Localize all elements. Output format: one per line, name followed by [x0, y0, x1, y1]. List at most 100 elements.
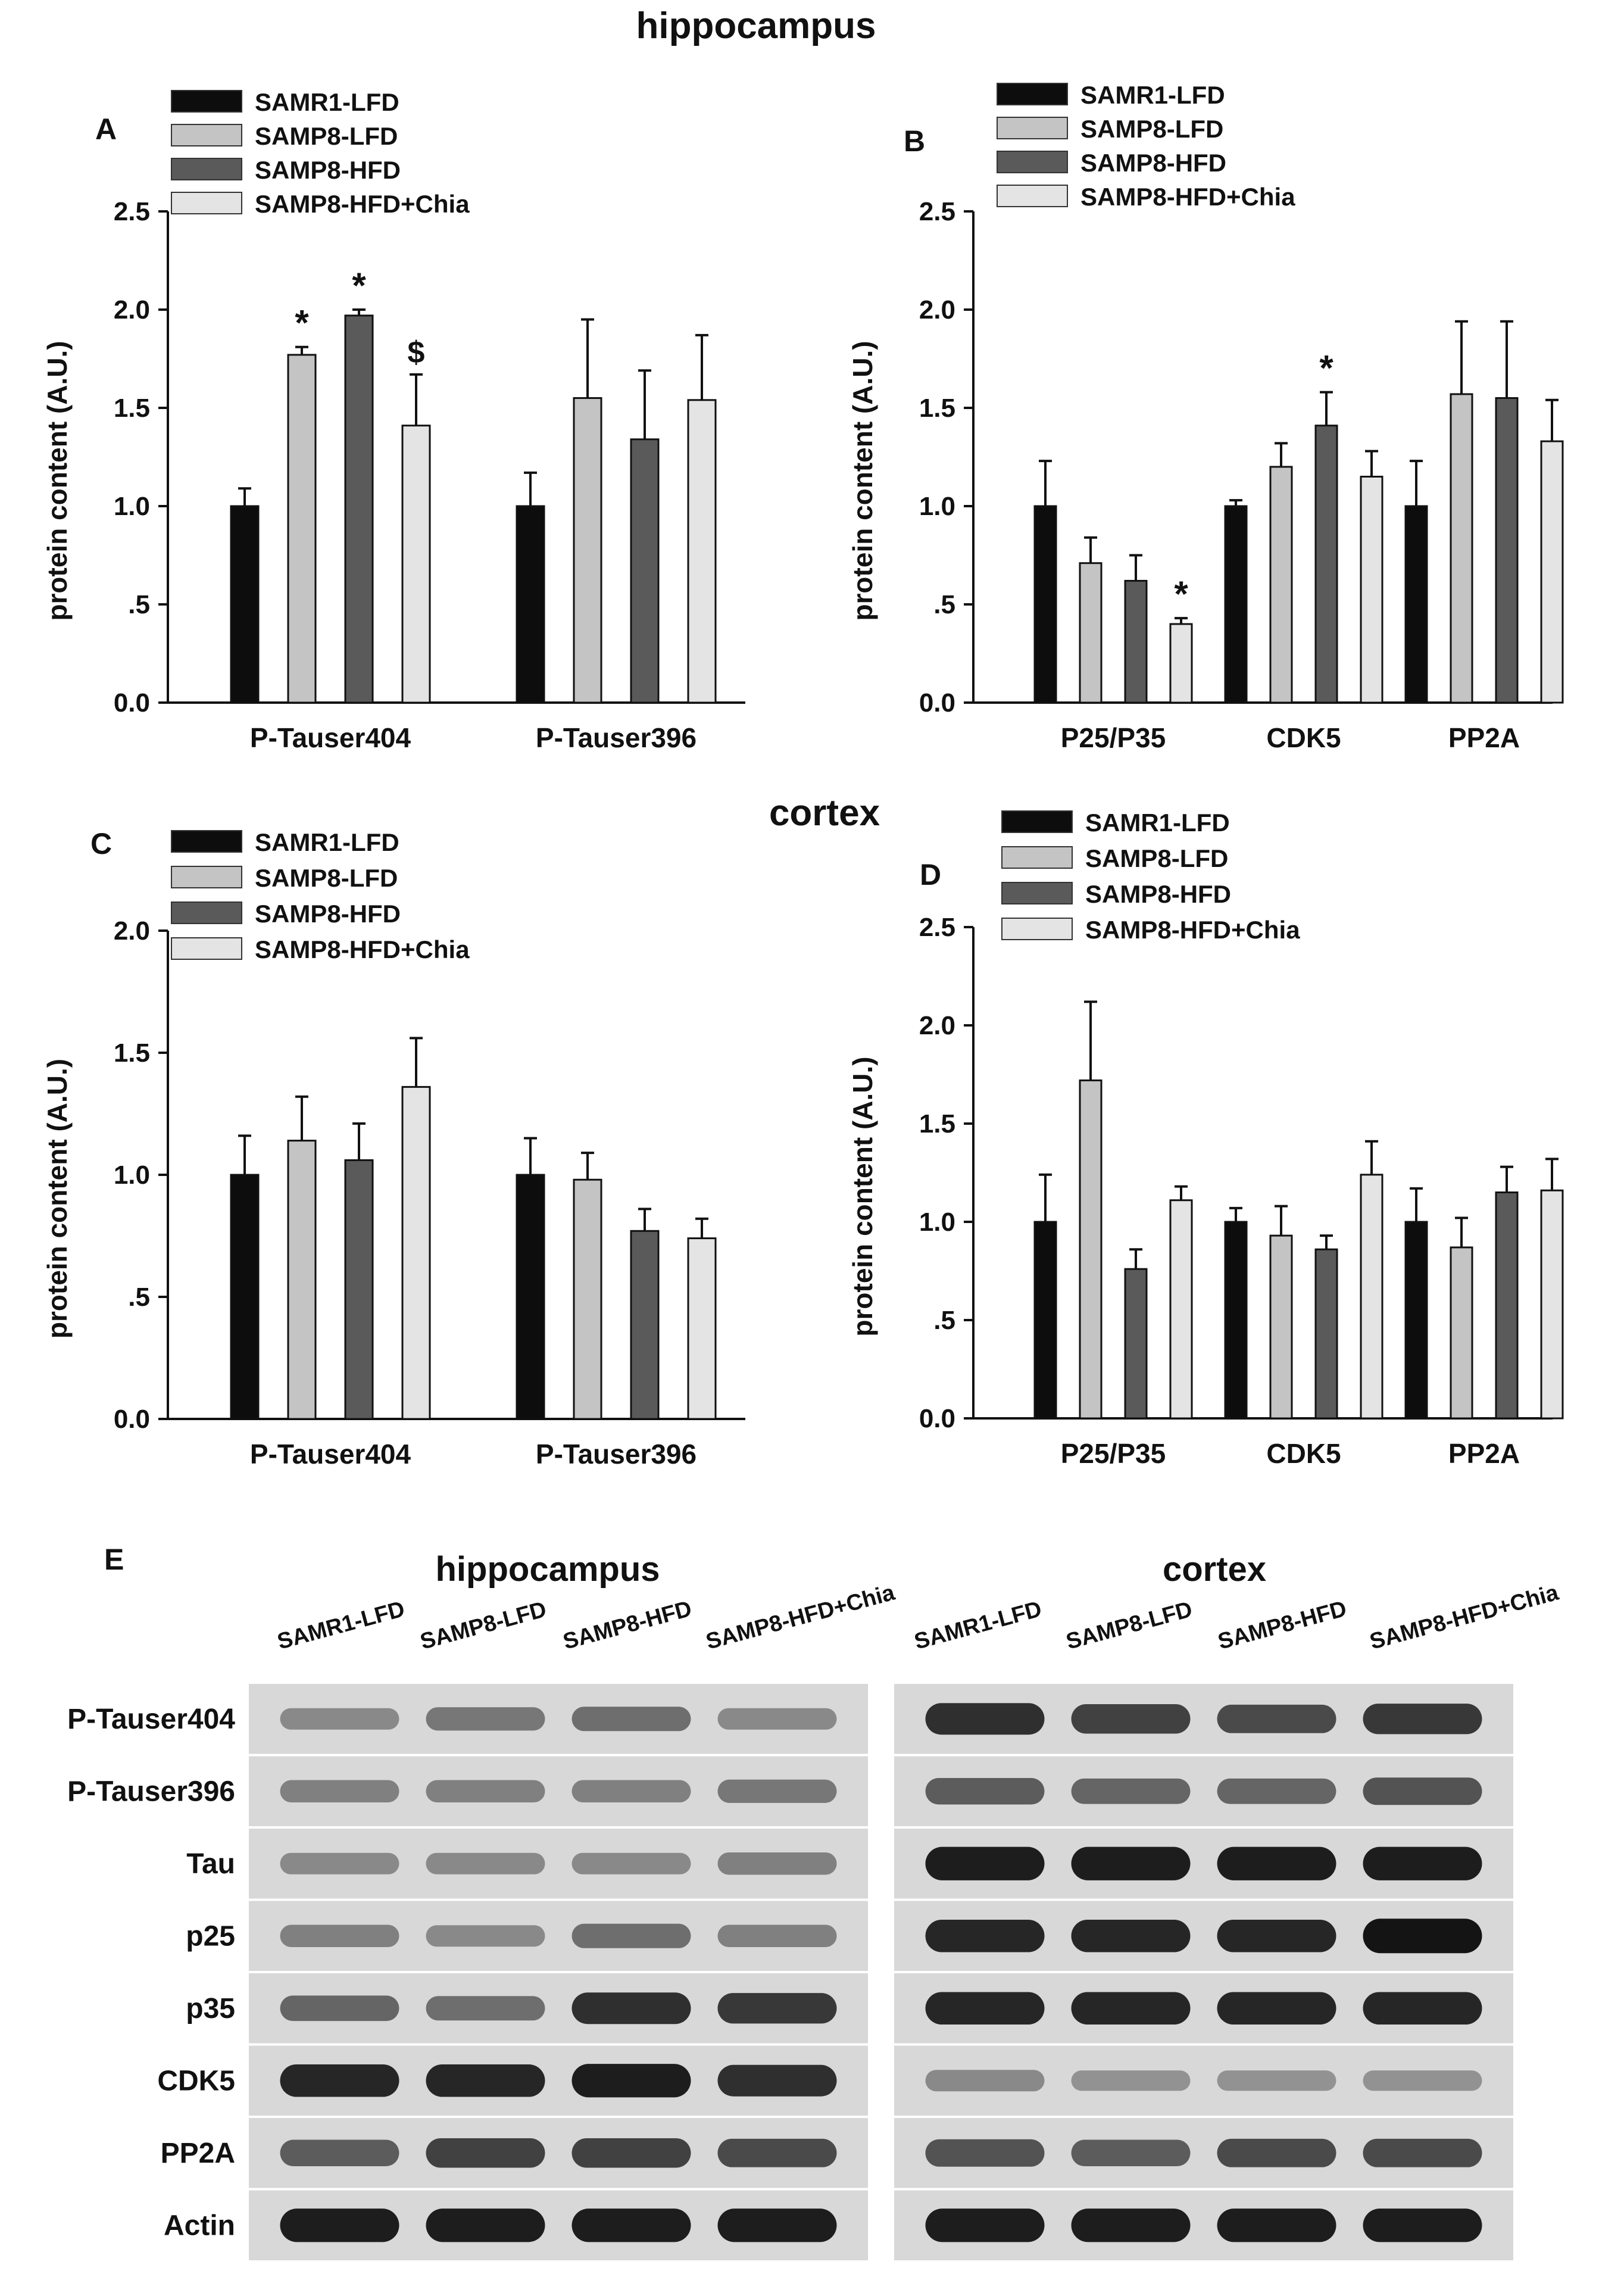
blot-lane-label: SAMP8-HFD — [1215, 1596, 1349, 1655]
blot-band — [717, 1708, 837, 1730]
blot-band — [925, 2070, 1045, 2092]
blot-row-label: p25 — [186, 1920, 235, 1952]
blot-lane-label: SAMP8-HFD+Chia — [703, 1580, 898, 1654]
significance-marker: * — [1319, 348, 1333, 388]
blot-band — [717, 1924, 837, 1948]
y-tick-label: 0.0 — [919, 688, 955, 718]
significance-marker: * — [1174, 574, 1188, 614]
blot-band — [1071, 1992, 1191, 2025]
legend-label: SAMP8-HFD+Chia — [255, 935, 470, 963]
blot-band — [1071, 1778, 1191, 1804]
bar — [1540, 440, 1564, 704]
bar — [687, 1237, 717, 1420]
blot-band — [717, 1993, 837, 2024]
bar — [1495, 397, 1519, 704]
bar — [1404, 505, 1428, 704]
panel-label-b: B — [904, 124, 926, 158]
y-axis-label: protein content (A.U.) — [847, 341, 878, 620]
x-tick-label: P-Tauser396 — [536, 722, 697, 753]
panel-label-d: D — [920, 858, 942, 891]
bar — [516, 505, 545, 704]
y-axis-label: protein content (A.U.) — [42, 1059, 73, 1339]
blot-band — [1217, 2138, 1336, 2167]
y-tick-label: 0.0 — [114, 1405, 150, 1434]
blot-lane-label: SAMP8-HFD+Chia — [1367, 1580, 1561, 1654]
x-tick-label: PP2A — [1448, 1438, 1520, 1469]
legend-label: SAMP8-LFD — [1085, 844, 1228, 872]
x-tick-label: P-Tauser396 — [536, 1439, 697, 1470]
blot-band — [925, 1846, 1045, 1880]
blot-lane-label: SAMP8-LFD — [417, 1597, 549, 1655]
bar — [1269, 466, 1293, 704]
cortex-title: cortex — [769, 793, 880, 834]
blot-band — [717, 2064, 837, 2097]
y-tick-label: 2.0 — [919, 295, 955, 325]
blot-region-title: hippocampus — [435, 1550, 660, 1589]
blot-band — [426, 1707, 545, 1731]
blot-band — [717, 1852, 837, 1875]
legend-swatch — [1001, 810, 1073, 833]
y-tick-label: .5 — [933, 1306, 955, 1335]
bar — [344, 314, 374, 704]
blot-band — [1071, 1846, 1191, 1880]
y-tick-label: 1.5 — [114, 394, 150, 423]
blot-row-label: CDK5 — [157, 2065, 235, 2097]
blot-band — [1217, 1704, 1336, 1733]
x-tick-label: CDK5 — [1266, 1438, 1341, 1469]
blot-band — [1363, 1777, 1482, 1805]
blot-band — [1363, 1992, 1482, 2025]
legend-swatch — [1001, 846, 1073, 869]
legend-label: SAMR1-LFD — [255, 88, 399, 116]
y-tick-label: 2.0 — [919, 1011, 955, 1040]
legend-swatch — [171, 937, 242, 960]
y-axis-label: protein content (A.U.) — [847, 1056, 878, 1336]
bar — [230, 1174, 260, 1420]
y-tick-label: 2.0 — [114, 916, 150, 946]
y-tick-label: 1.0 — [919, 492, 955, 521]
legend-label: SAMR1-LFD — [1080, 81, 1225, 109]
blot-band — [1363, 1704, 1482, 1735]
blot-band — [1363, 1919, 1482, 1954]
y-tick-label: 0.0 — [919, 1404, 955, 1433]
bar — [401, 425, 431, 704]
blot-band — [426, 2209, 545, 2242]
blot-band — [426, 1925, 545, 1947]
y-tick-label: 2.5 — [919, 197, 955, 226]
blot-band — [280, 1924, 399, 1948]
legend-swatch — [171, 830, 242, 853]
x-tick-label: P25/P35 — [1061, 722, 1166, 753]
y-tick-label: 1.0 — [919, 1208, 955, 1237]
legend-swatch — [1001, 882, 1073, 904]
blot-band — [280, 2064, 399, 2097]
legend-swatch — [997, 83, 1068, 105]
blot-band — [280, 2139, 399, 2166]
y-tick-label: 1.5 — [919, 394, 955, 423]
blot-row-label: p35 — [186, 1993, 235, 2025]
blot-band — [1071, 2209, 1191, 2242]
bar — [1360, 1174, 1383, 1420]
blot-band — [1071, 1919, 1191, 1952]
blot-lane-label: SAMR1-LFD — [274, 1596, 407, 1654]
blot-lane-label: SAMP8-HFD — [560, 1596, 694, 1655]
blot-band — [426, 1996, 545, 2021]
blot-band — [426, 2138, 545, 2168]
legend-label: SAMP8-HFD — [1080, 149, 1226, 177]
blot-band — [571, 1852, 691, 1874]
legend-label: SAMP8-HFD — [255, 156, 401, 184]
legend-swatch — [171, 866, 242, 888]
bar — [1495, 1191, 1519, 1420]
blot-band — [426, 1780, 545, 1803]
panel-label-e: E — [104, 1543, 124, 1576]
y-tick-label: 1.5 — [114, 1038, 150, 1068]
legend-label: SAMP8-LFD — [1080, 115, 1223, 143]
blot-band — [571, 1923, 691, 1948]
blot-band — [925, 2139, 1045, 2167]
y-tick-label: 1.0 — [114, 492, 150, 521]
y-tick-label: .5 — [128, 1283, 150, 1312]
blot-band — [280, 1708, 399, 1730]
y-tick-label: 1.5 — [919, 1109, 955, 1138]
blot-band — [925, 1919, 1045, 1952]
blot-band — [717, 2138, 837, 2167]
legend-swatch — [171, 192, 242, 214]
